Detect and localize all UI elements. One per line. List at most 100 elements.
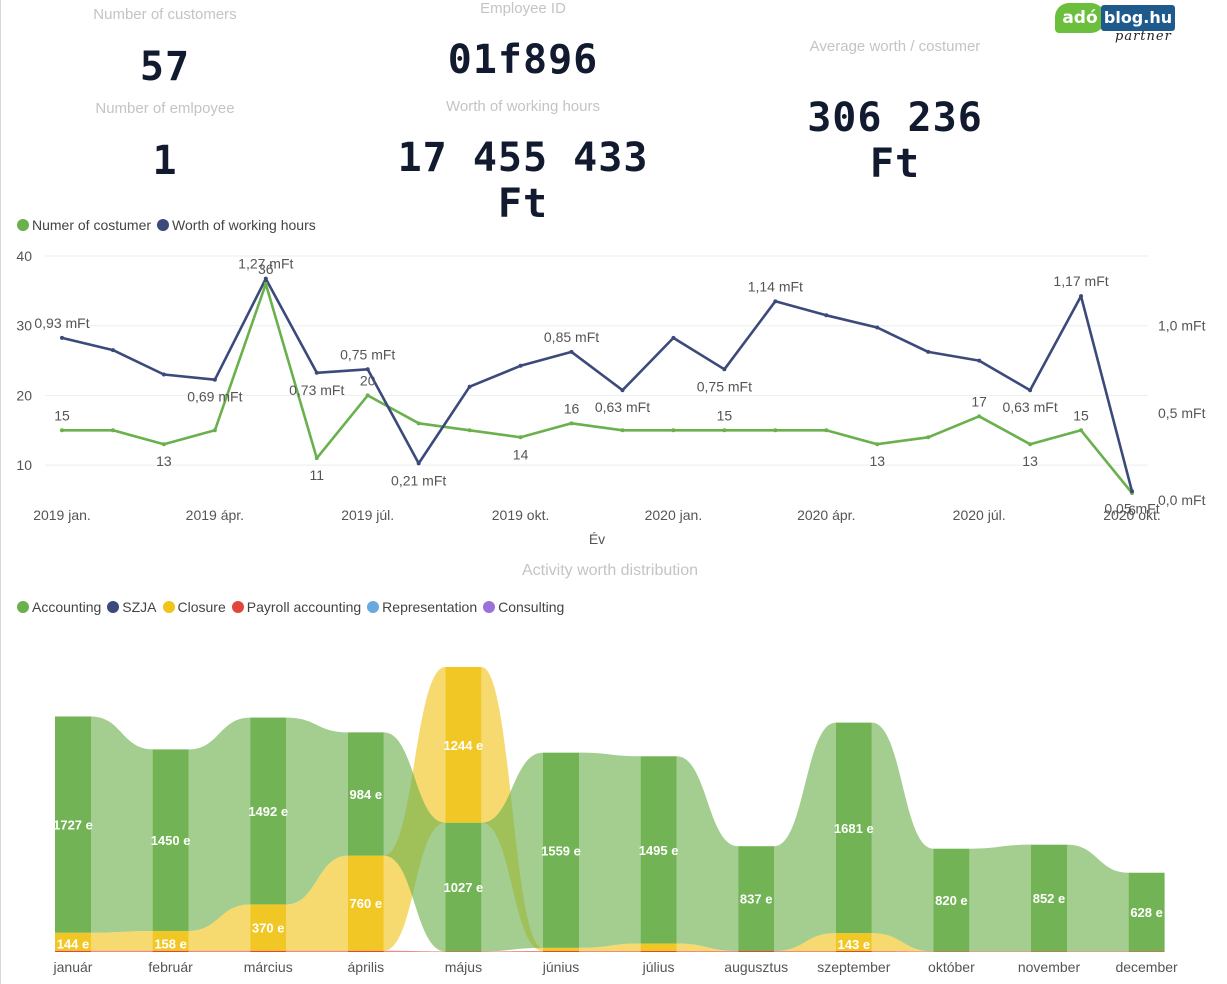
accounting-value-label: 820 e — [935, 893, 968, 908]
customers-point — [977, 414, 982, 419]
kpi-employees-title: Number of emlpoyee — [95, 100, 235, 117]
y-right-tick-label: 0,5 mFt — [1158, 405, 1206, 421]
accounting-bar — [738, 846, 775, 951]
working-hours-point — [110, 348, 115, 353]
closure-ribbon — [871, 933, 934, 952]
working-hours-data-label: 0,05 mFt — [1104, 500, 1159, 516]
payroll-ribbon — [774, 950, 836, 952]
legend-item-working-hours[interactable]: Worth of working hours — [157, 217, 316, 233]
legend-item-customers[interactable]: Numer of costumer — [17, 217, 151, 233]
working-hours-point — [824, 313, 829, 318]
customers-point — [671, 428, 676, 433]
legend-item-consulting[interactable]: Consulting — [483, 599, 564, 615]
customers-point — [60, 428, 64, 433]
y-left-tick-label: 20 — [16, 387, 32, 403]
closure-bar — [543, 947, 579, 951]
customers-data-label: 11 — [309, 467, 324, 483]
closure-value-label: 143 e — [838, 937, 871, 952]
working-hours-point — [263, 276, 268, 281]
legend-item-payroll[interactable]: Payroll accounting — [231, 599, 361, 615]
accounting-bar — [347, 732, 384, 856]
activity-chart-legend: Accounting SZJA Closure Payroll accounti… — [17, 599, 564, 615]
closure-ribbon — [188, 904, 251, 951]
working-hours-point — [60, 335, 64, 340]
accounting-ribbon — [286, 717, 348, 905]
accounting-ribbon — [1067, 844, 1129, 952]
kpi-employees-value: 1 — [152, 138, 178, 184]
customers-point — [416, 421, 421, 426]
month-label: október — [928, 959, 975, 975]
working-hours-data-label: 0,63 mFt — [595, 399, 650, 415]
accounting-bar — [152, 749, 189, 931]
customers-point — [875, 442, 880, 447]
accounting-value-label: 1681 e — [834, 821, 874, 836]
working-hours-data-label: 0,21 mFt — [391, 472, 446, 488]
working-hours-data-label: 1,27 mFt — [238, 256, 293, 272]
closure-bar — [445, 667, 482, 823]
working-hours-data-label: 0,75 mFt — [697, 378, 752, 394]
working-hours-data-label: 0,93 mFt — [34, 315, 89, 331]
accounting-ribbon — [481, 752, 543, 952]
legend-label: Accounting — [32, 599, 102, 615]
working-hours-point — [365, 367, 370, 372]
payroll-bar — [933, 951, 970, 952]
customers-point — [518, 435, 523, 440]
payroll-bar — [835, 950, 872, 952]
legend-dot-icon — [162, 601, 175, 613]
x-tick-label: 2019 júl. — [341, 507, 394, 523]
accounting-value-label: 1727 e — [53, 818, 93, 833]
customers-point — [569, 421, 574, 426]
legend-label: Worth of working hours — [172, 217, 316, 233]
working-hours-point — [1130, 489, 1134, 494]
customers-point — [926, 435, 931, 440]
closure-value-label: 158 e — [154, 937, 187, 952]
activity-distribution-chart[interactable]: 1727 e 144 e január 1450 e 158 e február 1492 … — [0, 640, 1227, 980]
working-hours-point — [875, 325, 880, 330]
working-hours-point — [416, 461, 421, 466]
accounting-bar — [640, 756, 677, 944]
customers-data-label: 17 — [971, 393, 987, 409]
legend-label: Representation — [382, 599, 478, 615]
legend-item-accounting[interactable]: Accounting — [17, 599, 101, 615]
closure-ribbon — [774, 933, 836, 951]
working-hours-point — [722, 367, 727, 372]
kpi-employee-id-value: 01f896 — [447, 37, 599, 83]
payroll-bar — [445, 951, 482, 952]
kpi-working-hours-value: 17 455 433 Ft — [397, 135, 649, 227]
customers-point — [467, 428, 472, 433]
accounting-bar — [1031, 844, 1067, 952]
legend-label: SZJA — [122, 599, 157, 615]
accounting-bar — [250, 717, 287, 905]
working-hours-point — [518, 363, 523, 368]
legend-item-szja[interactable]: SZJA — [107, 599, 157, 615]
legend-dot-icon — [367, 601, 380, 613]
x-tick-label: 2020 okt. — [1103, 507, 1161, 523]
legend-item-representation[interactable]: Representation — [367, 599, 477, 615]
legend-item-closure[interactable]: Closure — [162, 599, 226, 615]
working-hours-data-label: 0,63 mFt — [1002, 399, 1057, 415]
customers-worth-line-chart[interactable]: 40 30 20 10 1,0 mFt 0,5 mFt 0,0 mFt 2019 jan. 20… — [0, 240, 1227, 570]
working-hours-point — [1028, 388, 1033, 393]
closure-bar — [250, 904, 287, 951]
legend-dot-icon — [17, 601, 29, 613]
kpi-working-hours-title: Worth of working hours — [446, 98, 600, 115]
working-hours-point — [314, 370, 319, 375]
accounting-bar — [543, 752, 579, 948]
working-hours-point — [467, 384, 472, 389]
working-hours-data-label: 0,69 mFt — [187, 389, 242, 405]
customers-line — [62, 282, 1134, 494]
legend-label: Consulting — [498, 599, 565, 615]
customers-point — [263, 281, 268, 286]
kpi-avg-worth-title: Average worth / costumer — [809, 38, 981, 55]
y-left-tick-label: 30 — [16, 318, 32, 334]
accounting-ribbon — [969, 844, 1031, 952]
working-hours-point — [671, 335, 676, 340]
month-label: június — [542, 959, 580, 975]
adoblog-partner-logo[interactable]: adó blog.hu partner — [1055, 3, 1177, 47]
legend-label: Closure — [177, 599, 226, 615]
closure-ribbon — [91, 930, 153, 951]
customers-data-label: 16 — [564, 400, 580, 416]
payroll-bar — [543, 950, 579, 952]
legend-label: Numer of costumer — [32, 217, 152, 233]
payroll-bar — [250, 950, 287, 952]
